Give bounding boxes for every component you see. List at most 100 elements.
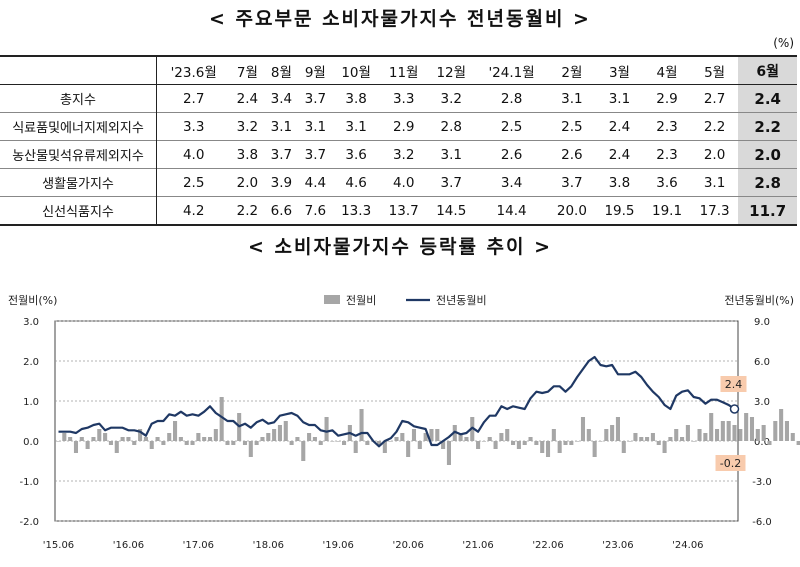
- mom-bar: [691, 441, 696, 442]
- mom-bar: [732, 425, 737, 441]
- mom-bar: [295, 437, 300, 441]
- mom-bar: [254, 441, 259, 445]
- left-tick-label: 1.0: [23, 397, 39, 408]
- table-cell: 20.0: [556, 202, 587, 219]
- row-label: 신선식품지수: [0, 196, 157, 225]
- mom-bar: [68, 437, 73, 441]
- column-header: 11월: [379, 55, 428, 85]
- column-header: 4월: [643, 55, 691, 85]
- mom-bar: [167, 433, 172, 441]
- x-tick-label: '17.06: [183, 540, 214, 551]
- mom-bar: [476, 441, 481, 449]
- table-cell: 2.8: [738, 168, 797, 197]
- table-cell: 3.1: [561, 90, 583, 107]
- right-tick-label: 6.0: [754, 357, 770, 368]
- table-cell: 2.4: [608, 146, 631, 163]
- yoy-last-marker: [729, 404, 740, 414]
- table-corner: [0, 55, 157, 85]
- table-cell: 14.5: [436, 202, 467, 219]
- table-cell: 3.1: [440, 146, 462, 163]
- table-cell: 13.7: [388, 202, 419, 219]
- table-cell: 7.6: [304, 202, 327, 219]
- table-cell: 3.2: [440, 90, 462, 107]
- table-cell: 3.7: [440, 174, 462, 191]
- chart-title: < 소비자물가지수 등락률 추이 >: [247, 236, 553, 258]
- mom-bar: [621, 441, 626, 453]
- mom-bar: [680, 437, 685, 441]
- mom-bar: [551, 429, 556, 441]
- mom-bar: [749, 417, 755, 441]
- mom-bar: [592, 441, 597, 457]
- table-cell: 11.7: [738, 196, 797, 225]
- mom-bar: [73, 441, 79, 453]
- mom-bar: [790, 433, 795, 441]
- mom-bar: [382, 441, 387, 453]
- table-cell: 3.2: [392, 146, 415, 163]
- table-cell: 3.7: [304, 146, 327, 163]
- table-cell: 2.2: [236, 202, 259, 219]
- table-title: < 주요부문 소비자물가지수 전년동월비 >: [209, 8, 591, 30]
- table-cell: 3.1: [608, 90, 631, 107]
- table-cell: 2.8: [500, 90, 523, 107]
- mom-bar: [505, 429, 510, 441]
- mom-bar: [580, 417, 586, 441]
- mom-bar: [207, 437, 213, 441]
- x-tick-label: '21.06: [462, 540, 493, 551]
- mom-bar: [248, 441, 253, 457]
- row-label: 식료품및에너지제외지수: [0, 112, 157, 141]
- column-header: 9월: [298, 55, 333, 85]
- mom-callout-label: -0.2: [720, 457, 741, 470]
- mom-bar: [645, 437, 650, 441]
- mom-bar: [429, 429, 434, 441]
- mom-bar: [709, 413, 714, 441]
- mom-bar: [423, 433, 428, 441]
- table-cell: 2.3: [656, 118, 678, 135]
- mom-bar: [761, 425, 766, 441]
- mom-bar: [417, 441, 422, 449]
- mom-bar: [569, 441, 574, 445]
- table-cell: 2.7: [182, 90, 205, 107]
- legend-yoy-label: 전년동월비: [436, 294, 487, 307]
- table-cell: 2.9: [392, 118, 415, 135]
- table-row: 생활물가지수 2.5 2.0 3.9 4.4 4.6 4.0 3.7 3.4 3.7 3.8 3.6 3…: [0, 168, 797, 197]
- mom-bar: [639, 437, 644, 441]
- mom-bar: [773, 421, 778, 441]
- mom-bar: [353, 441, 358, 453]
- mom-bar: [575, 441, 580, 442]
- mom-bar: [173, 421, 178, 441]
- mom-bar: [534, 441, 539, 445]
- column-header: 7월: [230, 55, 265, 85]
- mom-bar: [406, 441, 411, 457]
- mom-bar: [312, 437, 317, 441]
- mom-bar: [598, 441, 603, 442]
- mom-bar: [143, 437, 148, 441]
- table-cell: 2.4: [236, 90, 259, 107]
- mom-bar: [307, 433, 312, 441]
- table-cell: 2.5: [182, 174, 205, 191]
- table-cell: 3.3: [392, 90, 415, 107]
- mom-bar: [62, 433, 67, 441]
- table-row: 신선식품지수 4.2 2.2 6.6 7.6 13.3 13.7 14.5 14.4 20.0 19…: [0, 196, 797, 225]
- x-tick-label: '23.06: [602, 540, 633, 551]
- mom-bar: [435, 429, 440, 441]
- right-tick-label: -6.0: [752, 517, 772, 528]
- mom-bar: [516, 441, 521, 449]
- left-axis-label: 전월비(%): [8, 294, 57, 307]
- table-cell: 3.1: [345, 118, 367, 135]
- mom-bar: [662, 441, 667, 453]
- mom-bar: [674, 429, 679, 441]
- mom-bar: [272, 429, 277, 441]
- mom-bar: [650, 433, 655, 441]
- table-cell: 14.4: [496, 202, 527, 219]
- mom-bar: [796, 441, 800, 445]
- mom-bar: [511, 441, 516, 445]
- table-row: 총지수 2.7 2.4 3.4 3.7 3.8 3.3 3.2 2.8 3.1 3.1 2.9 2.7 2…: [0, 84, 797, 113]
- table-cell: 2.2: [703, 118, 726, 135]
- mom-bar: [487, 437, 492, 441]
- column-header: 2월: [548, 55, 596, 85]
- column-header: 3월: [595, 55, 644, 85]
- mom-bar: [242, 441, 248, 445]
- table-cell: 3.3: [182, 118, 205, 135]
- table-cell: 2.3: [656, 146, 678, 163]
- table-cell: 3.2: [236, 118, 259, 135]
